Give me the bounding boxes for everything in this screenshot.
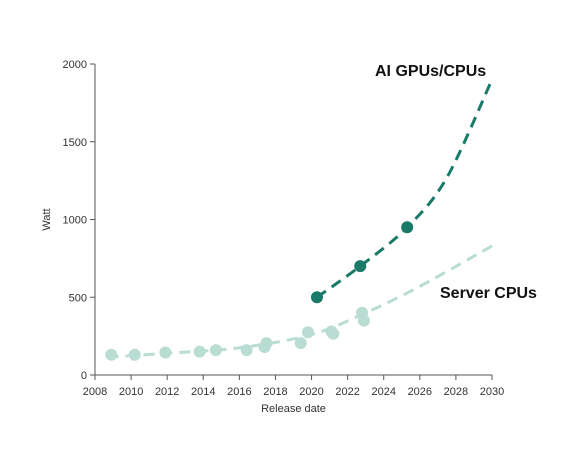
- data-point-ai-gpus-cpus: [401, 221, 414, 234]
- data-point-server-cpus: [327, 327, 340, 340]
- data-point-server-cpus: [209, 344, 222, 357]
- chart-axes: 0 500 1000 1500 2000 2008 2010 2012 2014 2016 2018…: [63, 59, 505, 398]
- y-tick-label: 1500: [63, 137, 87, 149]
- x-tick-label: 2026: [408, 386, 432, 398]
- x-tick-label: 2022: [335, 386, 359, 398]
- data-point-server-cpus: [159, 346, 172, 359]
- data-point-server-cpus: [240, 344, 253, 357]
- x-tick-label: 2008: [83, 386, 107, 398]
- data-point-server-cpus: [128, 348, 141, 361]
- y-tick-label: 1000: [63, 215, 87, 227]
- series-label-server-cpus: Server CPUs: [440, 285, 537, 302]
- x-tick-label: 2018: [263, 386, 287, 398]
- data-point-ai-gpus-cpus: [310, 291, 323, 304]
- x-tick-label: 2010: [119, 386, 143, 398]
- data-point-server-cpus: [294, 337, 307, 350]
- data-point-server-cpus: [105, 348, 118, 361]
- trend-line-ai-gpus-cpus: [316, 78, 494, 299]
- x-tick-label: 2030: [480, 386, 504, 398]
- data-point-server-cpus: [301, 326, 314, 339]
- y-tick-label: 0: [81, 370, 87, 382]
- x-tick-label: 2024: [371, 386, 395, 398]
- y-tick-label: 2000: [63, 59, 87, 71]
- x-tick-label: 2020: [299, 386, 323, 398]
- x-tick-label: 2028: [444, 386, 468, 398]
- y-axis-label: Watt: [41, 208, 53, 230]
- data-point-server-cpus: [260, 337, 273, 350]
- series-label-ai-gpus-cpus: AI GPUs/CPUs: [375, 63, 486, 80]
- data-points: [105, 221, 414, 361]
- data-point-ai-gpus-cpus: [354, 260, 367, 273]
- x-axis-label: Release date: [261, 403, 326, 415]
- trend-lines: [107, 78, 494, 359]
- data-point-server-cpus: [357, 314, 370, 327]
- data-point-server-cpus: [193, 345, 206, 358]
- y-tick-label: 500: [69, 292, 87, 304]
- x-tick-label: 2014: [191, 386, 215, 398]
- x-tick-label: 2016: [227, 386, 251, 398]
- x-tick-label: 2012: [155, 386, 179, 398]
